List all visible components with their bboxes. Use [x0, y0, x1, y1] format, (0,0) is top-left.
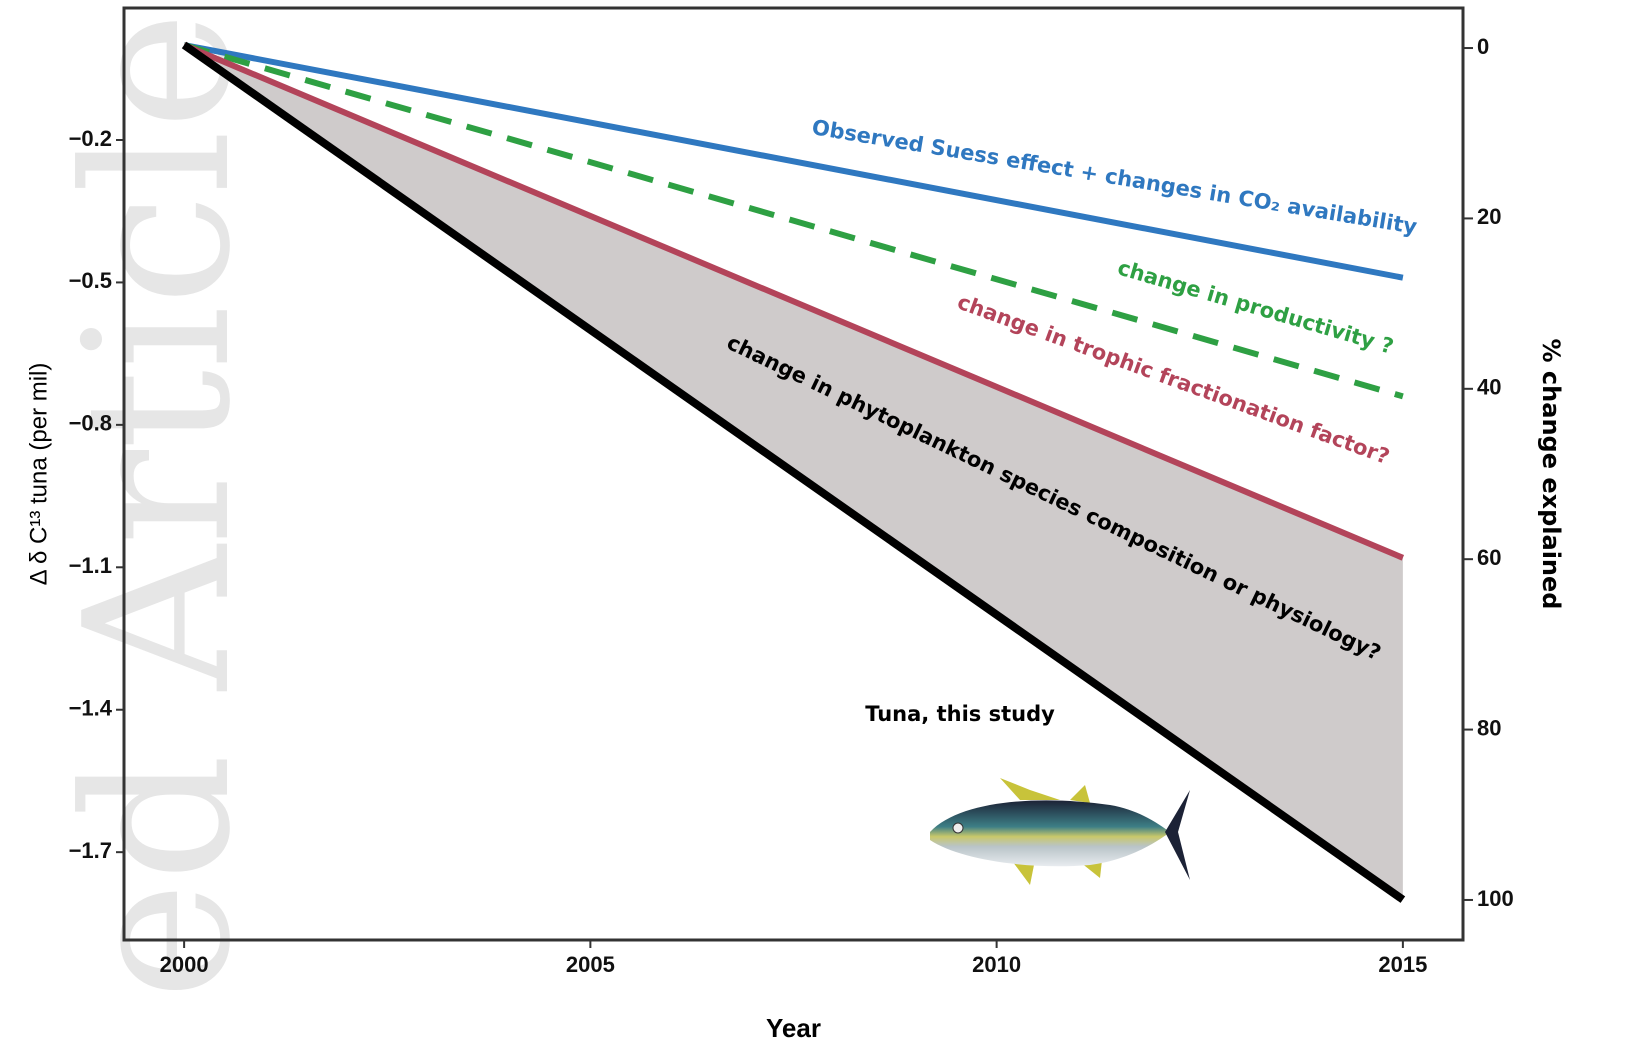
- y2-tick-label: 0: [1477, 34, 1489, 59]
- y2-tick-label: 100: [1477, 886, 1514, 911]
- series-line: [181, 41, 1406, 903]
- x-axis-label: Year: [766, 1013, 821, 1043]
- y-axis-label: Δ δ C¹³ tuna (per mil): [25, 363, 52, 586]
- y2-tick-label: 80: [1477, 715, 1501, 740]
- y-tick-label: −1.7: [69, 838, 112, 863]
- y2-tick-label: 60: [1477, 545, 1501, 570]
- annotation: Tuna, this study: [865, 702, 1055, 726]
- series-line: [182, 42, 1405, 561]
- y-tick-label: −0.8: [69, 411, 112, 436]
- y-tick-label: −1.4: [69, 696, 113, 721]
- y-tick-label: −1.1: [69, 553, 112, 578]
- series-line: [183, 42, 1404, 400]
- x-tick-label: 2005: [566, 952, 615, 977]
- y2-tick-label: 20: [1477, 204, 1501, 229]
- y-tick-label: −0.2: [69, 126, 112, 151]
- y-tick-label: −0.5: [69, 268, 112, 293]
- x-tick-label: 2015: [1378, 952, 1427, 977]
- x-tick-label: 2010: [972, 952, 1021, 977]
- x-tick-label: 2000: [160, 952, 209, 977]
- series-line: [183, 42, 1404, 281]
- plot-frame: [122, 6, 1465, 942]
- y2-axis-label: % change explained: [1537, 339, 1565, 610]
- tuna-illustration: [930, 778, 1190, 885]
- watermark: ed Article: [42, 11, 275, 1000]
- y2-tick-label: 40: [1477, 375, 1501, 400]
